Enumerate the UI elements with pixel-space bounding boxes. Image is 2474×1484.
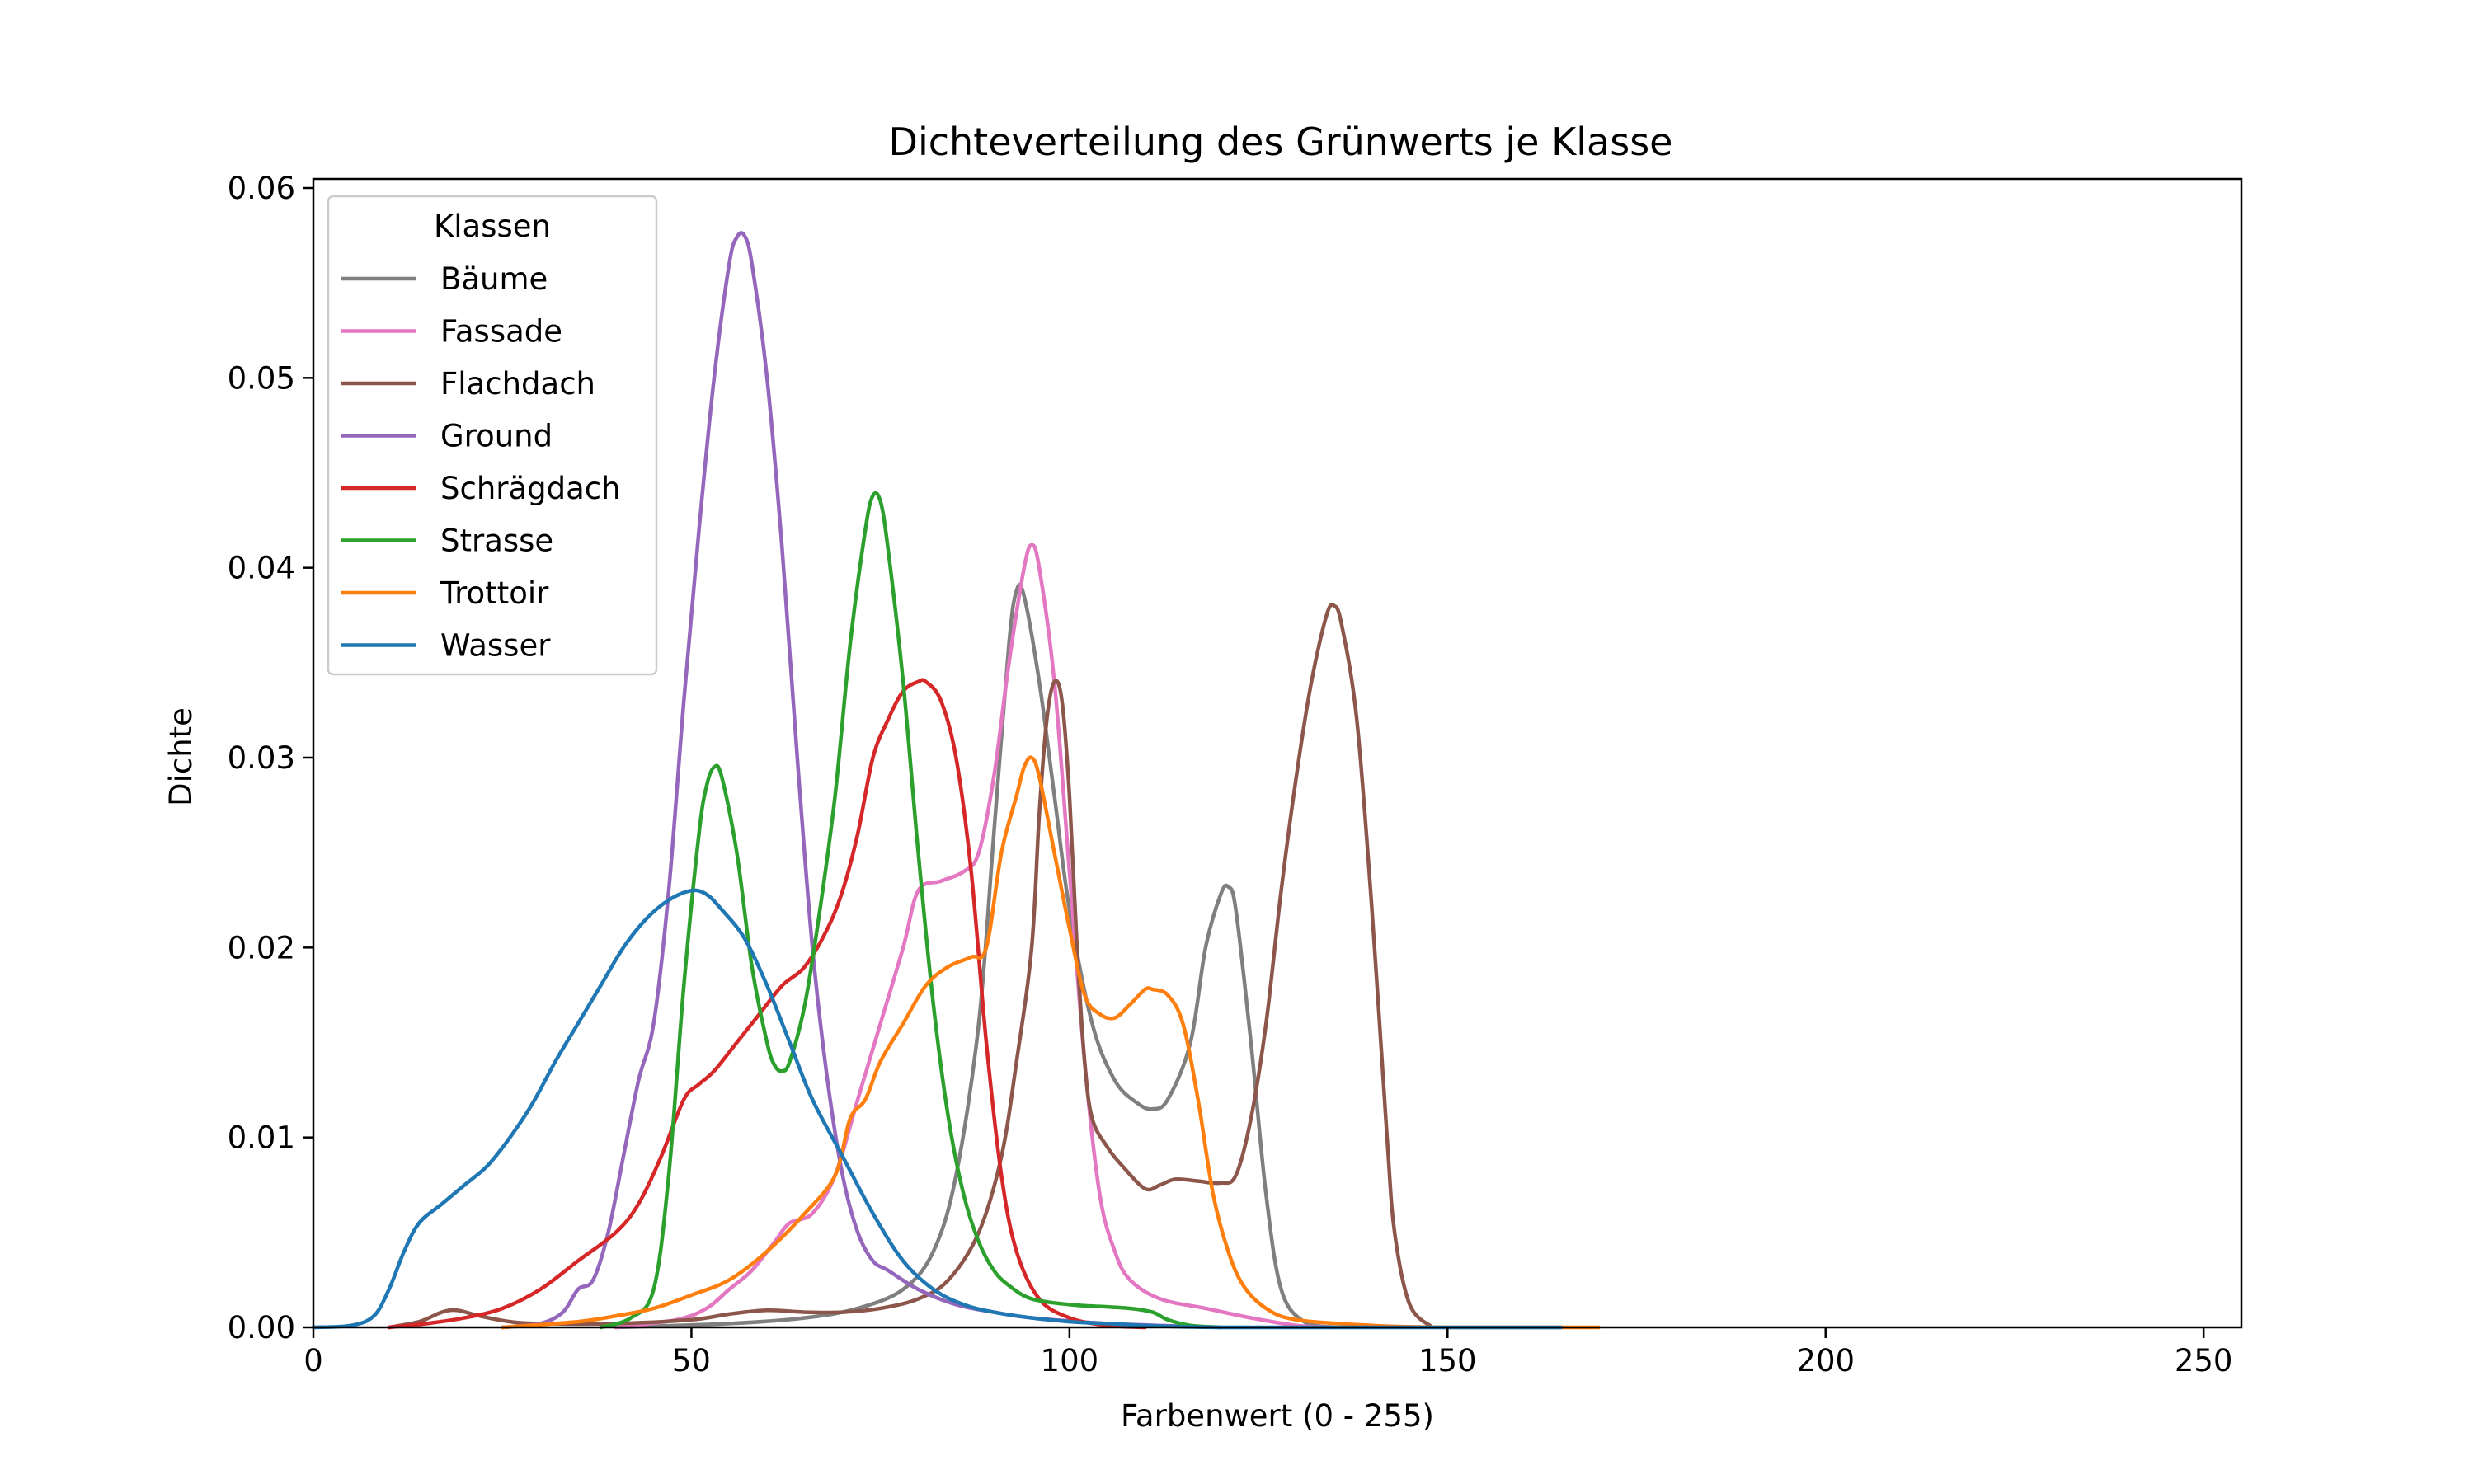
y-axis-label: Dichte [163, 707, 199, 806]
legend-box [327, 195, 658, 676]
series-line-7 [311, 888, 1564, 1330]
y-tick-label: 0.00 [228, 1310, 295, 1345]
legend-label: Flachdach [440, 366, 595, 402]
legend-label: Ground [440, 419, 553, 454]
x-tick-label: 50 [672, 1343, 711, 1378]
x-tick-label: 250 [2175, 1343, 2233, 1378]
x-tick-label: 200 [1796, 1343, 1855, 1378]
y-tick-label: 0.02 [228, 930, 295, 965]
series-line-6 [500, 755, 1601, 1330]
y-tick-label: 0.03 [228, 740, 295, 776]
series-line-3 [500, 231, 1223, 1330]
legend-title: Klassen [434, 209, 551, 244]
x-axis-label: Farbenwert (0 - 255) [1121, 1398, 1434, 1434]
series-line-5 [599, 491, 1223, 1330]
legend-items: Bäume Fassade Flachdach Ground Schrägdach Str… [341, 261, 621, 664]
y-tick-label: 0.06 [228, 171, 295, 206]
y-tick-label: 0.01 [228, 1120, 295, 1156]
x-axis: 0 50 100 150 200 250 [303, 1327, 2232, 1378]
x-tick-label: 0 [303, 1343, 323, 1378]
y-tick-label: 0.04 [228, 551, 295, 586]
series-line-1 [614, 542, 1337, 1330]
plot-frame [312, 177, 2243, 1329]
legend-label: Schrägdach [440, 471, 621, 506]
legend: Klassen Bäume Fassade Flachdach Ground Schrä… [327, 195, 658, 676]
legend-label: Trottoir [440, 575, 549, 611]
chart-title: Dichteverteilung des Grünwerts je Klasse [889, 120, 1673, 164]
y-axis: 0.00 0.01 0.02 0.03 0.04 0.05 0.06 [228, 171, 313, 1345]
x-tick-label: 150 [1418, 1343, 1477, 1378]
series-layer [311, 231, 1601, 1330]
series-line-4 [387, 678, 1147, 1330]
x-tick-label: 100 [1041, 1343, 1099, 1378]
legend-label: Wasser [440, 628, 551, 664]
legend-label: Fassade [440, 314, 562, 350]
plot-area [311, 177, 2243, 1330]
series-line-0 [614, 583, 1337, 1330]
legend-label: Bäume [440, 261, 548, 297]
y-tick-label: 0.05 [228, 360, 295, 396]
legend-label: Strasse [440, 524, 553, 559]
